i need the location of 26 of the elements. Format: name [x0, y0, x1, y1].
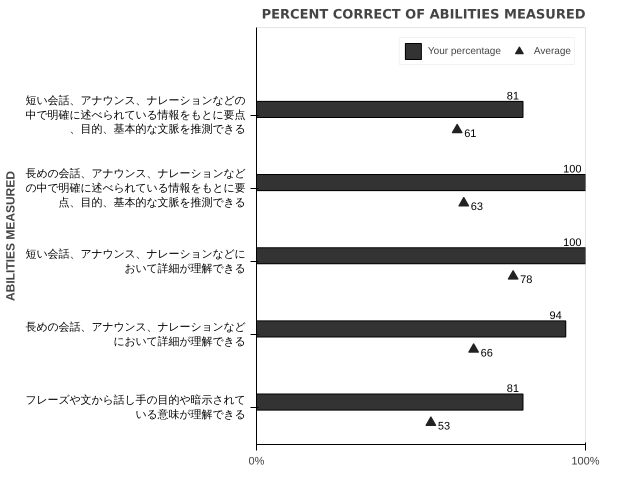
data-label: 63 — [470, 201, 484, 214]
data-label: 81 — [506, 383, 520, 396]
data-label: 100 — [563, 164, 582, 176]
y-axis-title: ABILITIES MEASURED — [4, 170, 18, 302]
point — [458, 196, 470, 206]
chart-title: PERCENT CORRECT OF ABILITIES MEASURED — [262, 8, 586, 22]
data-label: 78 — [520, 274, 532, 286]
y-tick-label: 短い会話、アナウンス、ナレーションなどの中で明確に述べられている情報をもとに要点、目的、基本的な文脈を推測できる — [26, 94, 246, 136]
y-tick-label: フレーズや文から話し手の目的や暗示されている意味が理解できる — [26, 394, 246, 422]
data-label: 53 — [438, 420, 450, 433]
x-tick-label: 100% — [571, 456, 600, 468]
data-label: 94 — [550, 310, 562, 322]
point — [452, 124, 463, 134]
legend-label: Average — [534, 46, 571, 56]
x-tick-label: 0% — [248, 456, 265, 468]
data-label: 100 — [563, 236, 582, 249]
y-tick-label: 長めの会話、アナウンス、ナレーションなどにおいて詳細が理解できる — [26, 320, 246, 348]
y-tick-label: 長めの会話、アナウンス、ナレーションなどの中で明確に述べられている情報をもとに要点、目的、基本的な文脈を推測できる — [26, 167, 246, 209]
point — [508, 270, 519, 280]
data-label: 61 — [464, 128, 476, 140]
y-tick-label: 短い会話、アナウンス、ナレーションなどにおいて詳細が理解できる — [26, 247, 246, 275]
point — [468, 343, 480, 353]
legend-label: Your percentage — [428, 46, 501, 56]
data-label: 81 — [506, 90, 520, 102]
data-label: 66 — [480, 347, 493, 360]
point — [425, 416, 436, 426]
